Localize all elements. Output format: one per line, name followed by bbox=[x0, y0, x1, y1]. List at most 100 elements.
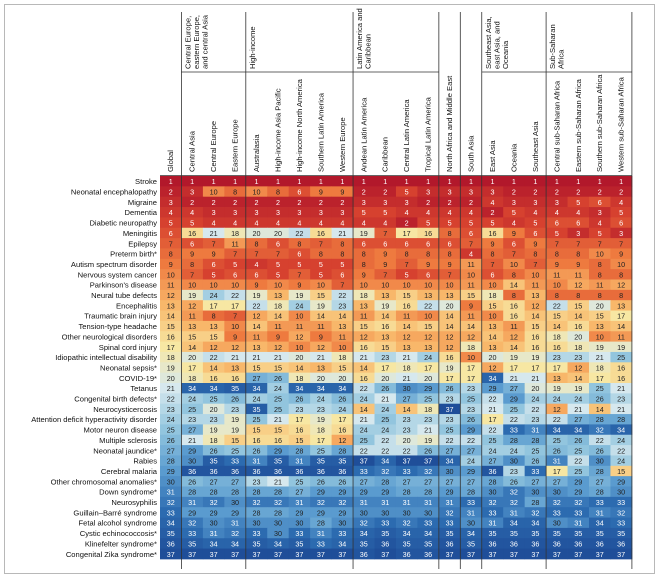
cell-rank-label: 7 bbox=[340, 281, 344, 290]
cell-rank-label: 20 bbox=[295, 353, 303, 362]
heatmap-cell bbox=[353, 414, 375, 425]
heatmap-cell bbox=[267, 445, 290, 456]
heatmap-cell bbox=[460, 310, 483, 322]
cell-rank-label: 4 bbox=[405, 208, 409, 217]
heatmap-cell bbox=[589, 496, 611, 508]
heatmap-cell bbox=[610, 372, 633, 384]
cell-rank-label: 5 bbox=[169, 219, 173, 228]
heatmap-cell bbox=[160, 238, 182, 249]
row-label: Neonatal sepsis* bbox=[100, 363, 157, 372]
cell-rank-label: 2 bbox=[598, 188, 602, 197]
heatmap-cell bbox=[267, 258, 290, 270]
cell-rank-label: 31 bbox=[403, 498, 411, 507]
heatmap-cell bbox=[503, 279, 526, 291]
cell-rank-label: 29 bbox=[360, 488, 368, 497]
cell-rank-label: 12 bbox=[317, 343, 325, 352]
heatmap-cell bbox=[567, 248, 590, 260]
cell-rank-label: 30 bbox=[617, 488, 625, 497]
heatmap-cell bbox=[267, 517, 290, 529]
row-label: Epilepsy bbox=[128, 239, 157, 248]
heatmap-cell bbox=[481, 465, 504, 477]
cell-rank-label: 3 bbox=[255, 208, 259, 217]
cell-rank-label: 34 bbox=[510, 519, 518, 528]
heatmap-cell bbox=[331, 320, 354, 332]
cell-rank-label: 36 bbox=[274, 467, 282, 476]
cell-rank-label: 17 bbox=[553, 467, 561, 476]
cell-rank-label: 7 bbox=[212, 239, 216, 248]
heatmap-cell bbox=[353, 320, 375, 332]
heatmap-cell bbox=[589, 186, 611, 198]
cell-rank-label: 22 bbox=[488, 395, 496, 404]
row-label: Migraine bbox=[128, 198, 157, 207]
heatmap-cell bbox=[417, 403, 440, 415]
cell-rank-label: 19 bbox=[295, 291, 303, 300]
cell-rank-label: 36 bbox=[295, 467, 303, 476]
heatmap-cell bbox=[589, 372, 611, 384]
heatmap-cell bbox=[202, 248, 225, 260]
cell-rank-label: 9 bbox=[490, 239, 494, 248]
heatmap-cell bbox=[267, 310, 290, 322]
cell-rank-label: 7 bbox=[533, 260, 537, 269]
heatmap-cell bbox=[395, 341, 418, 353]
cell-rank-label: 28 bbox=[231, 488, 239, 497]
heatmap-cell bbox=[353, 476, 375, 487]
cell-rank-label: 12 bbox=[231, 343, 239, 352]
cell-rank-label: 34 bbox=[338, 384, 346, 393]
cell-rank-label: 26 bbox=[467, 415, 475, 424]
column-label: High-income North America bbox=[295, 78, 304, 172]
heatmap-cell bbox=[160, 424, 182, 436]
heatmap-cell bbox=[417, 414, 440, 425]
cell-rank-label: 29 bbox=[446, 488, 454, 497]
column-label: Central Latin America bbox=[402, 99, 411, 172]
heatmap-cell bbox=[524, 186, 547, 198]
heatmap-cell bbox=[524, 538, 547, 549]
cell-rank-label: 32 bbox=[317, 498, 325, 507]
heatmap-cell bbox=[524, 320, 547, 332]
heatmap-cell bbox=[567, 476, 590, 487]
heatmap-cell bbox=[224, 196, 247, 208]
cell-rank-label: 11 bbox=[532, 281, 539, 290]
cell-rank-label: 34 bbox=[231, 539, 239, 548]
heatmap-cell bbox=[353, 496, 375, 508]
heatmap-cell bbox=[181, 176, 204, 187]
cell-rank-label: 14 bbox=[167, 312, 175, 321]
cell-rank-label: 15 bbox=[531, 322, 539, 331]
heatmap-cell bbox=[181, 434, 204, 446]
heatmap-cell bbox=[331, 455, 354, 467]
cell-rank-label: 25 bbox=[360, 436, 368, 445]
cell-rank-label: 15 bbox=[274, 363, 282, 372]
cell-rank-label: 8 bbox=[340, 250, 344, 259]
heatmap-cell bbox=[460, 207, 483, 218]
cell-rank-label: 33 bbox=[553, 508, 561, 517]
row-label: Tetanus bbox=[130, 384, 157, 393]
heatmap-cell bbox=[353, 434, 375, 446]
heatmap-cell bbox=[245, 383, 268, 394]
heatmap-cell bbox=[353, 393, 375, 405]
cell-rank-label: 36 bbox=[360, 550, 368, 559]
heatmap-cell bbox=[546, 186, 568, 198]
heatmap-cell bbox=[245, 320, 268, 332]
heatmap-cell bbox=[438, 289, 461, 301]
cell-rank-label: 32 bbox=[338, 498, 346, 507]
heatmap-cell bbox=[589, 434, 611, 446]
cell-rank-label: 10 bbox=[424, 312, 432, 321]
cell-rank-label: 12 bbox=[167, 291, 175, 300]
cell-rank-label: 16 bbox=[274, 436, 282, 445]
cell-rank-label: 8 bbox=[598, 270, 602, 279]
cell-rank-label: 23 bbox=[617, 395, 625, 404]
cell-rank-label: 36 bbox=[553, 539, 561, 548]
heatmap-cell bbox=[288, 383, 311, 394]
heatmap-cell bbox=[160, 496, 182, 508]
cell-rank-label: 14 bbox=[574, 374, 582, 383]
heatmap-cell bbox=[331, 548, 354, 560]
cell-rank-label: 13 bbox=[360, 301, 368, 310]
heatmap-cell bbox=[310, 507, 332, 518]
cell-rank-label: 12 bbox=[360, 332, 368, 341]
cell-rank-label: 17 bbox=[338, 415, 346, 424]
heatmap-cell bbox=[288, 320, 311, 332]
heatmap-cell bbox=[245, 414, 268, 425]
cell-rank-label: 17 bbox=[424, 363, 432, 372]
cell-rank-label: 34 bbox=[317, 384, 325, 393]
heatmap-cell bbox=[353, 331, 375, 342]
heatmap-cell bbox=[245, 538, 268, 549]
